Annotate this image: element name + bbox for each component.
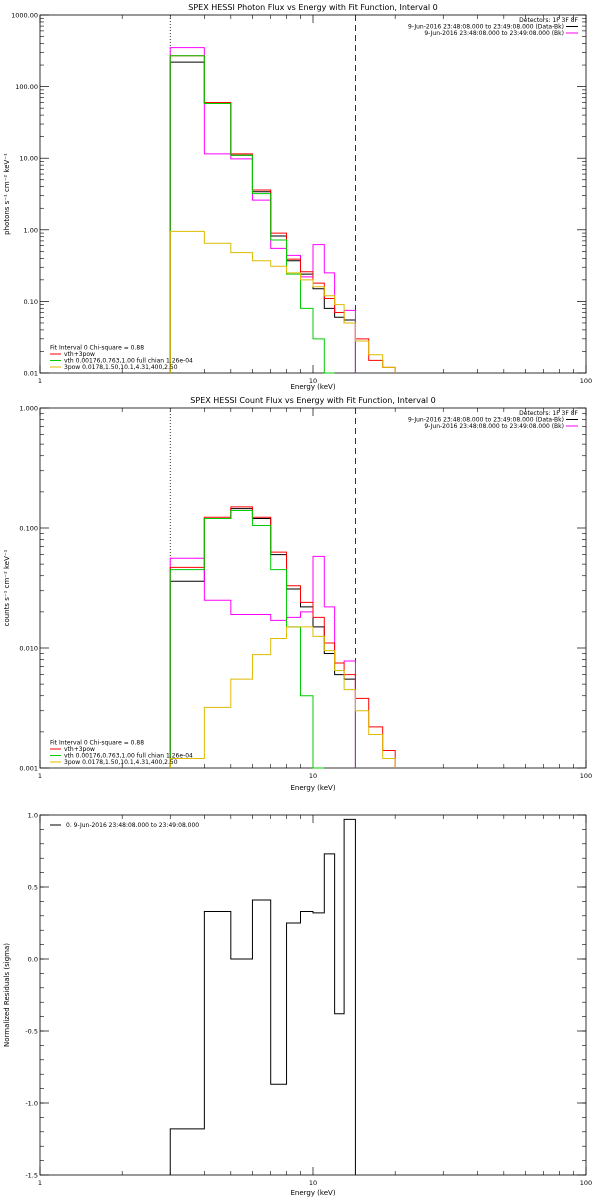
- series-line: [169, 61, 356, 373]
- legend-entry: vth 0.00176,0.763,1.00 full chian 1.26e-…: [64, 753, 193, 760]
- header-text: 9-Jun-2016 23:48:08.000 to 23:49:08.000 …: [408, 417, 564, 424]
- y-tick-label: 1.000: [19, 405, 38, 413]
- y-tick-label: -0.5: [25, 1028, 38, 1036]
- y-tick-label: 0.0: [28, 956, 38, 964]
- series-line: [169, 509, 325, 769]
- y-axis-label: counts s⁻¹ cm⁻² keV⁻¹: [3, 549, 11, 626]
- residuals-chart: 1 10 100 -1.5 -1.0 -0.5 0.0 0.5 1.0 Energy (keV) N…: [3, 812, 592, 1198]
- count-flux-chart: SPEX HESSI Count Flux vs Energy with Fit…: [3, 396, 592, 792]
- legend-entry: vth 0.00176,0.763,1.00 full chian 1.26e-…: [64, 358, 193, 365]
- x-tick-label: 100: [580, 377, 592, 385]
- y-tick-label: 0.010: [19, 645, 38, 653]
- chart-title: SPEX HESSI Count Flux vs Energy with Fit…: [190, 396, 435, 405]
- y-tick-label: 1.0: [28, 812, 38, 820]
- legend-title: Fit Interval 0 Chi-square = 0.88: [50, 740, 144, 747]
- y-tick-label: 0.100: [19, 525, 38, 533]
- legend-entry: 3pow 0.0178,1.50,10.1,4.31,400,2.50: [64, 759, 178, 766]
- legend-title: Fit Interval 0 Chi-square = 0.88: [50, 345, 144, 352]
- y-tick-label: 10.00: [19, 155, 38, 163]
- series-line: [169, 555, 356, 768]
- x-tick-label: 100: [580, 1179, 592, 1187]
- x-tick-label: 10: [309, 1179, 317, 1187]
- header-text: 9-Jun-2016 23:48:08.000 to 23:49:08.000 …: [408, 24, 564, 31]
- series-line: [169, 508, 356, 768]
- x-tick-label: 10: [309, 772, 317, 780]
- y-tick-label: 0.01: [24, 370, 38, 378]
- photon-flux-chart: SPEX HESSI Photon Flux vs Energy with Fi…: [3, 3, 592, 391]
- series-line: [169, 626, 396, 768]
- x-axis-label: Energy (keV): [290, 1189, 335, 1197]
- series-line: [169, 506, 396, 768]
- legend-entry: vth+3pow: [64, 746, 95, 753]
- x-tick-label: 1: [38, 772, 42, 780]
- series-line: [169, 47, 356, 373]
- plot-frame: [39, 814, 587, 1176]
- y-tick-label: -1.0: [25, 1100, 38, 1108]
- legend-entry: 0. 9-Jun-2016 23:48:08.000 to 23:49:08.0…: [66, 822, 199, 829]
- y-tick-label: 100.00: [15, 83, 38, 91]
- x-tick-label: 100: [580, 772, 592, 780]
- legend-entry: 3pow 0.0178,1.50,10.1,4.31,400,2.50: [64, 364, 178, 371]
- series-line: [169, 55, 335, 374]
- series-line: [169, 230, 396, 373]
- x-axis-label: Energy (keV): [290, 383, 335, 391]
- header-text: 9-Jun-2016 23:48:08.000 to 23:49:08.000 …: [424, 30, 564, 37]
- header-text: Detectors: 1F 3F 8F: [519, 410, 578, 417]
- header-text: 9-Jun-2016 23:48:08.000 to 23:49:08.000 …: [424, 423, 564, 430]
- y-axis-label: Normalized Residuals (sigma): [3, 943, 11, 1047]
- y-tick-label: 0.001: [19, 765, 38, 773]
- x-tick-label: 1: [38, 377, 42, 385]
- series-line: [169, 818, 356, 1175]
- x-tick-label: 10: [309, 377, 317, 385]
- header-text: Detectors: 1F 3F 8F: [519, 17, 578, 24]
- x-axis-label: Energy (keV): [290, 784, 335, 792]
- y-axis-label: photons s⁻¹ cm⁻² keV⁻¹: [3, 153, 11, 235]
- legend-entry: vth+3pow: [64, 351, 95, 358]
- y-tick-label: 1000.00: [11, 12, 38, 20]
- x-tick-label: 1: [38, 1179, 42, 1187]
- y-tick-label: 0.10: [24, 298, 38, 306]
- y-tick-label: -1.5: [25, 1172, 38, 1180]
- y-tick-label: 0.5: [28, 884, 38, 892]
- chart-title: SPEX HESSI Photon Flux vs Energy with Fi…: [188, 3, 438, 12]
- y-tick-label: 1.00: [24, 226, 38, 234]
